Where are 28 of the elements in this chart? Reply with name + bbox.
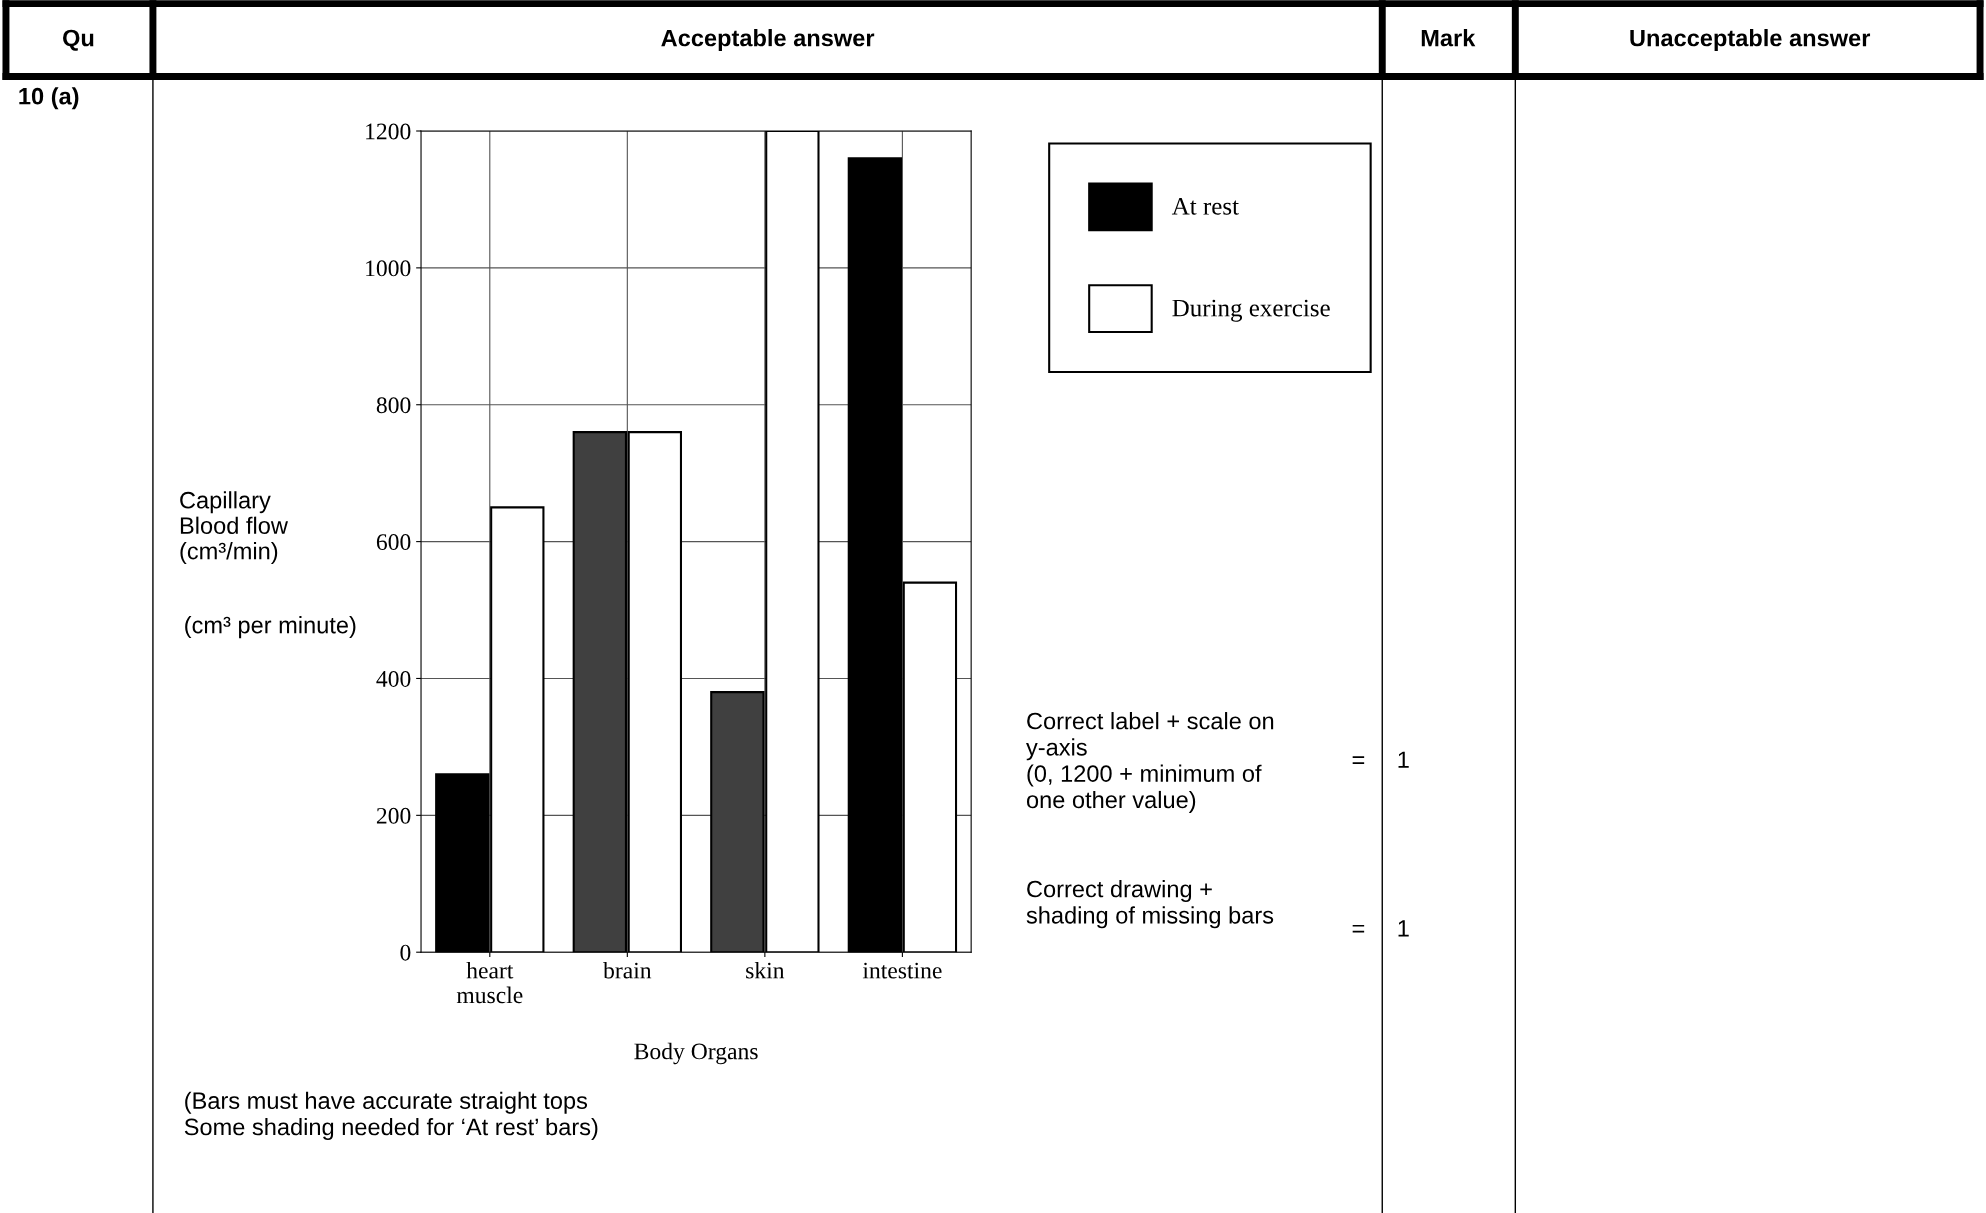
x-tick-label: brain [603,961,652,979]
y-tick-label: 200 [376,807,411,824]
text: (Bars must have accurate straight tops Some shading needed for ‘At rest’ bars) [184,1091,598,1140]
legend-label: During exercise [1172,299,1330,322]
text: 1 [1398,751,1409,768]
y-axis-title: Capillary Blood flow (cm³/min) [180,491,288,565]
legend-label: At rest [1171,198,1239,215]
y-tick-label: 0 [400,944,411,961]
text: 1 [1398,920,1409,937]
x-tick-label: heart muscle [456,961,523,1004]
y-tick-label: 400 [376,670,411,687]
y-tick-label: 1200 [366,123,411,140]
text: Acceptable answer [661,29,875,52]
y-tick-label: 800 [376,397,411,414]
text: Correct label + scale on y-axis (0, 1200 + minimum of one other value) [1026,712,1274,813]
text: 10 (a) [19,87,79,110]
text: = [1352,924,1365,933]
y-tick-label: 1000 [366,260,411,277]
y-tick-label: 600 [376,534,411,551]
text: Correct drawing + shading of missing bars [1026,880,1274,929]
x-tick-label: skin [746,961,785,979]
x-tick-label: intestine [862,962,942,979]
text: Qu [63,29,94,51]
text: Unacceptable answer [1630,29,1871,52]
x-axis-title: Body Organs [634,1042,758,1065]
text: = [1352,756,1365,764]
text: (cm³ per minute) [185,616,356,639]
text: Mark [1421,29,1476,47]
